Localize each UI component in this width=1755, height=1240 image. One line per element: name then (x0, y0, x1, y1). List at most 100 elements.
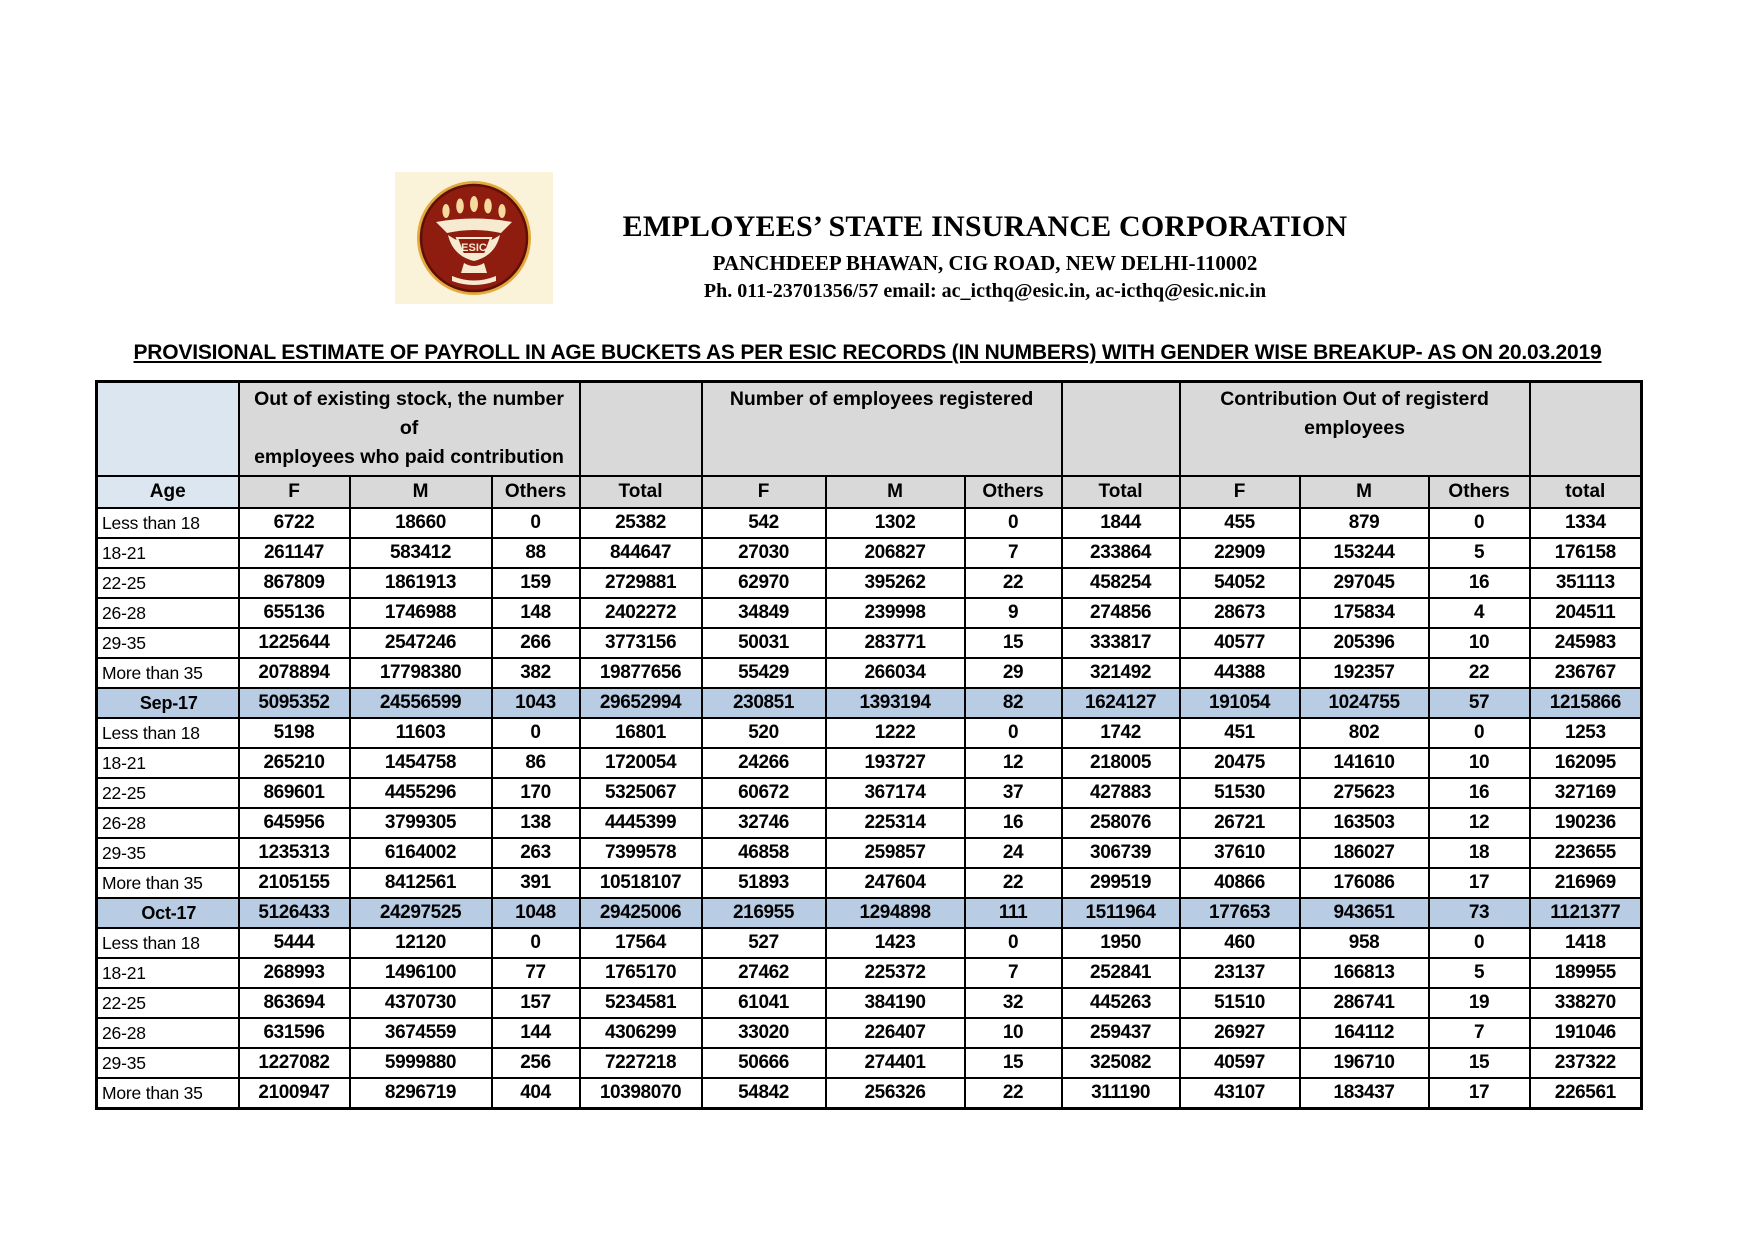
data-cell: 7227218 (578, 1047, 703, 1079)
column-header-m-6: M (824, 475, 966, 509)
corner-cell (95, 380, 240, 477)
data-cell: 16 (1427, 777, 1531, 809)
age-row-26-28: 26-28 645956 3799305 138 4445399 32746 225314 1… (95, 807, 1643, 839)
data-cell: 266034 (824, 657, 966, 689)
row-label: More than 35 (95, 1077, 240, 1110)
data-cell: 216955 (700, 897, 827, 929)
data-cell: 37 (963, 777, 1063, 809)
data-cell: 60672 (700, 777, 827, 809)
column-header-total-4: Total (578, 475, 703, 509)
data-cell: 259857 (824, 837, 966, 869)
data-cell: 144 (490, 1017, 581, 1049)
data-cell: 29425006 (578, 897, 703, 929)
group-spacer-1 (578, 380, 703, 477)
data-cell: 55429 (700, 657, 827, 689)
data-cell: 583412 (348, 537, 493, 569)
org-address: PANCHDEEP BHAWAN, CIG ROAD, NEW DELHI-11… (712, 251, 1258, 275)
data-cell: 265210 (237, 747, 351, 779)
data-cell: 245983 (1528, 627, 1643, 659)
month-summary-row-sep-17: Sep-17 5095352 24556599 1043 29652994 230851 1… (95, 687, 1643, 719)
data-cell: 226407 (824, 1017, 966, 1049)
data-cell: 16 (1427, 567, 1531, 599)
data-cell: 3799305 (348, 807, 493, 839)
data-cell: 460 (1178, 927, 1301, 959)
data-cell: 191046 (1528, 1017, 1643, 1049)
data-cell: 263 (490, 837, 581, 869)
data-cell: 7 (963, 537, 1063, 569)
data-cell: 5 (1427, 537, 1531, 569)
column-header-f-1: F (237, 475, 351, 509)
data-cell: 50031 (700, 627, 827, 659)
logo-acronym: ESIC (461, 242, 487, 254)
data-cell: 542 (700, 507, 827, 539)
data-cell: 1746988 (348, 597, 493, 629)
data-cell: 27462 (700, 957, 827, 989)
data-cell: 256 (490, 1047, 581, 1079)
data-cell: 266 (490, 627, 581, 659)
data-cell: 0 (963, 717, 1063, 749)
age-row-22-25: 22-25 867809 1861913 159 2729881 62970 395262 2… (95, 567, 1643, 599)
data-cell: 5234581 (578, 987, 703, 1019)
data-cell: 1048 (490, 897, 581, 929)
age-row-26-28: 26-28 655136 1746988 148 2402272 34849 239998 9… (95, 597, 1643, 629)
data-cell: 247604 (824, 867, 966, 899)
data-cell: 367174 (824, 777, 966, 809)
data-cell: 0 (490, 507, 581, 539)
data-cell: 7399578 (578, 837, 703, 869)
data-cell: 32 (963, 987, 1063, 1019)
data-cell: 404 (490, 1077, 581, 1110)
month-summary-row-oct-17: Oct-17 5126433 24297525 1048 29425006 216955 1… (95, 897, 1643, 929)
data-cell: 802 (1298, 717, 1430, 749)
data-cell: 1024755 (1298, 687, 1430, 719)
data-cell: 327169 (1528, 777, 1643, 809)
data-cell: 458254 (1060, 567, 1181, 599)
data-cell: 19 (1427, 987, 1531, 1019)
data-cell: 3773156 (578, 627, 703, 659)
data-cell: 111 (963, 897, 1063, 929)
data-cell: 1418 (1528, 927, 1643, 959)
data-cell: 22909 (1178, 537, 1301, 569)
column-header-others-7: Others (963, 475, 1063, 509)
data-cell: 333817 (1060, 627, 1181, 659)
row-label: Less than 18 (95, 717, 240, 749)
data-cell: 1121377 (1528, 897, 1643, 929)
data-cell: 16 (963, 807, 1063, 839)
data-cell: 5444 (237, 927, 351, 959)
data-cell: 5999880 (348, 1047, 493, 1079)
data-cell: 206827 (824, 537, 966, 569)
row-label: Oct-17 (95, 897, 240, 929)
data-cell: 148 (490, 597, 581, 629)
age-row-26-28: 26-28 631596 3674559 144 4306299 33020 226407 1… (95, 1017, 1643, 1049)
data-cell: 170 (490, 777, 581, 809)
data-cell: 22 (963, 1077, 1063, 1110)
data-cell: 11603 (348, 717, 493, 749)
group-header-row: Out of existing stock, the number of emp… (95, 380, 1643, 477)
data-cell: 256326 (824, 1077, 966, 1110)
data-cell: 159 (490, 567, 581, 599)
data-cell: 1043 (490, 687, 581, 719)
data-cell: 274856 (1060, 597, 1181, 629)
data-cell: 22 (963, 867, 1063, 899)
data-cell: 15 (1427, 1047, 1531, 1079)
data-cell: 237322 (1528, 1047, 1643, 1079)
data-cell: 204511 (1528, 597, 1643, 629)
age-row-more-than-35: More than 35 2100947 8296719 404 10398070 548… (95, 1077, 1643, 1110)
row-label: 22-25 (95, 987, 240, 1019)
data-cell: 384190 (824, 987, 966, 1019)
data-cell: 1423 (824, 927, 966, 959)
data-cell: 455 (1178, 507, 1301, 539)
data-cell: 427883 (1060, 777, 1181, 809)
age-row-18-21: 18-21 261147 583412 88 844647 27030 206827 7 233… (95, 537, 1643, 569)
data-cell: 958 (1298, 927, 1430, 959)
esic-emblem-icon: ESIC (398, 174, 550, 302)
data-cell: 283771 (824, 627, 966, 659)
data-cell: 153244 (1298, 537, 1430, 569)
data-cell: 205396 (1298, 627, 1430, 659)
data-cell: 26721 (1178, 807, 1301, 839)
data-cell: 15 (963, 1047, 1063, 1079)
data-cell: 867809 (237, 567, 351, 599)
data-cell: 225372 (824, 957, 966, 989)
data-cell: 4306299 (578, 1017, 703, 1049)
data-cell: 141610 (1298, 747, 1430, 779)
data-cell: 183437 (1298, 1077, 1430, 1110)
